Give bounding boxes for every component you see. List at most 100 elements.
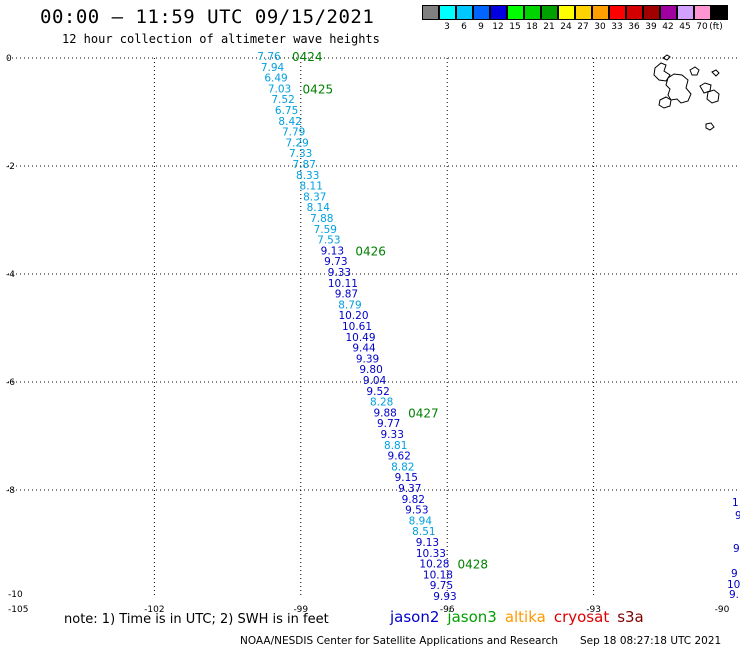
lat-tick-label: -6: [6, 378, 15, 388]
page-title: 00:00 — 11:59 UTC 09/15/2021: [40, 6, 375, 28]
colorbar-label: 45: [679, 22, 691, 32]
colorbar-swatch: [507, 5, 524, 20]
wave-height-value: 7.53: [317, 235, 340, 247]
wave-height-value: 10.49: [345, 332, 375, 344]
island-outline: [653, 62, 671, 82]
lon-tick-label: -96: [440, 605, 455, 615]
satellite-legend: jason2 jason3 altika cryosat s3a: [390, 608, 652, 626]
pass-label: 0428: [457, 558, 488, 572]
lon-tick-label: -105: [8, 605, 28, 615]
wave-height-value: 10.18: [423, 569, 453, 581]
colorbar-swatch: [541, 5, 558, 20]
map-tick-labels: -105 -102 -99 -96 -93 -90 0 -2 -4 -6 -8 -10: [6, 54, 730, 615]
colorbar-swatch: [473, 5, 490, 20]
wave-height-value: 7.59: [314, 224, 337, 236]
satellite-s3a: s3a: [617, 608, 644, 626]
colorbar-label: 24: [560, 22, 572, 32]
colorbar-label: 42: [662, 22, 674, 32]
colorbar-swatch: [677, 5, 694, 20]
colorbar-label: 30: [594, 22, 606, 32]
island-outline: [662, 54, 671, 61]
wave-height-value: 10.11: [328, 278, 358, 290]
wave-height-value: 9.62: [388, 451, 411, 463]
edge-wave-value: 9: [731, 568, 738, 580]
satellite-jason2: jason2: [390, 608, 440, 626]
wave-height-value: 9.75: [430, 580, 453, 592]
wave-height-value: 7.03: [268, 83, 291, 95]
colorbar-swatch: [422, 5, 439, 20]
footer-note: note: 1) Time is in UTC; 2) SWH is in fe…: [64, 612, 329, 627]
wave-height-value: 8.94: [409, 515, 433, 527]
lat-tick-label: 0: [6, 54, 12, 64]
colorbar-swatch: [609, 5, 626, 20]
wave-height-value: 9.39: [356, 353, 379, 365]
wave-height-value: 6.49: [264, 73, 287, 85]
colorbar-label: 33: [611, 22, 623, 32]
colorbar-swatch: [592, 5, 609, 20]
wave-height-value: 6.75: [275, 105, 298, 117]
wave-height-value: 7.87: [293, 159, 316, 171]
colorbar-swatch: [711, 5, 728, 20]
wave-height-value: 10.20: [338, 310, 368, 322]
colorbar-swatch: [694, 5, 711, 20]
wave-height-value: 9.13: [321, 245, 344, 257]
wave-height-value: 9.77: [377, 418, 400, 430]
satellite-altika: altika: [504, 608, 546, 626]
wave-height-value: 8.28: [370, 397, 393, 409]
wave-height-value: 9.04: [363, 375, 387, 387]
wave-height-value: 9.15: [395, 472, 418, 484]
wave-height-value: 8.11: [300, 181, 323, 193]
island-outline: [665, 73, 692, 104]
island-outline: [706, 89, 720, 104]
colorbar-label: 12: [492, 22, 504, 32]
wave-height-value: 8.37: [303, 191, 326, 203]
lat-tick-label: -8: [6, 486, 15, 496]
wave-height-value: 9.33: [381, 429, 404, 441]
wave-height-value: 7.79: [282, 127, 305, 139]
island-outline: [658, 96, 672, 109]
page-subtitle: 12 hour collection of altimeter wave hei…: [62, 32, 380, 46]
colorbar-label: 27: [577, 22, 589, 32]
wave-height-value: 7.94: [261, 62, 285, 74]
wave-height-value: 7.88: [310, 213, 333, 225]
wave-height-value: 9.13: [416, 537, 439, 549]
island-outline: [699, 82, 712, 94]
lon-tick-label: -93: [586, 605, 601, 615]
wave-height-value: 8.51: [412, 526, 435, 538]
island-outline: [711, 69, 720, 77]
altimeter-track: 7.767.946.497.037.526.758.427.797.297.33…: [257, 51, 456, 603]
wave-height-value: 9.87: [335, 289, 358, 301]
edge-wave-value: 1: [732, 497, 739, 509]
colorbar-swatch: [524, 5, 541, 20]
colorbar-swatch: [439, 5, 456, 20]
colorbar-label: 39: [645, 22, 657, 32]
colorbar-swatch: [626, 5, 643, 20]
colorbar-label: 3: [444, 22, 450, 32]
wave-height-value: 8.33: [296, 170, 319, 182]
footer-timestamp: Sep 18 08:27:18 UTC 2021: [580, 635, 722, 647]
wave-height-value: 9.73: [324, 256, 347, 268]
colorbar-label: 9: [478, 22, 484, 32]
map-grid: [8, 57, 740, 598]
satellite-jason3: jason3: [447, 608, 497, 626]
footer-credit: NOAA/NESDIS Center for Satellite Applica…: [240, 635, 558, 647]
pass-label: 0426: [355, 244, 386, 258]
edge-wave-value: 9.: [733, 543, 740, 555]
wave-height-value: 8.81: [384, 440, 407, 452]
wave-height-value: 8.42: [278, 116, 301, 128]
edge-wave-value: 10: [727, 579, 740, 591]
wave-height-value: 7.52: [271, 94, 294, 106]
lat-tick-label: -10: [8, 590, 23, 600]
lon-tick-label: -102: [144, 605, 164, 615]
island-outline: [705, 122, 715, 131]
wave-height-value: 9.88: [373, 407, 396, 419]
pass-labels: 0424 0425 0426 0427 0428: [292, 50, 488, 572]
colorbar-swatch: [575, 5, 592, 20]
pass-label: 0425: [303, 82, 334, 96]
lon-tick-label: -99: [293, 605, 308, 615]
wave-height-value: 9.37: [398, 483, 421, 495]
wave-height-value: 7.76: [257, 51, 281, 63]
wave-height-value: 8.82: [391, 461, 414, 473]
